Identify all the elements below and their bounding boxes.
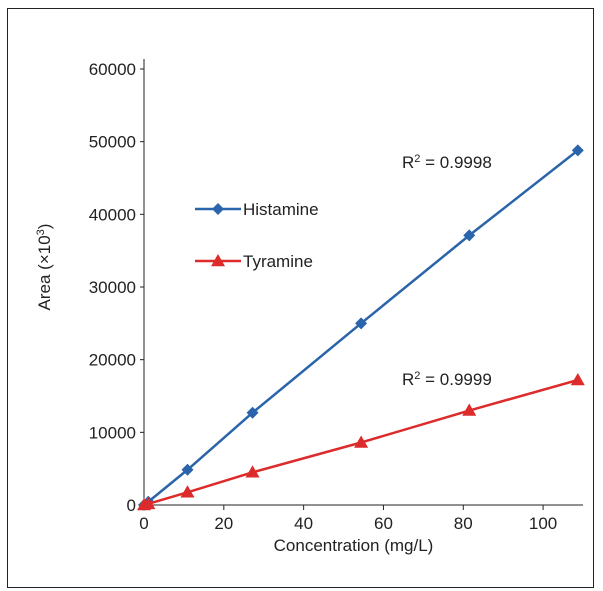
legend-label-histamine: Histamine — [243, 200, 319, 219]
data-point-tyramine — [462, 403, 477, 416]
data-point-tyramine — [141, 496, 156, 510]
chart-frame: 0 20 40 60 80 100 0 10000 20000 30000 40000 50000 60… — [7, 8, 594, 588]
x-tick-label: 20 — [214, 514, 233, 533]
y-tick-label: 50000 — [89, 133, 136, 152]
series-tyramine — [137, 373, 585, 511]
data-point-tyramine — [245, 465, 260, 478]
x-axis-title: Concentration (mg/L) — [274, 536, 434, 555]
legend: Histamine Tyramine — [195, 200, 319, 271]
x-tick-label: 80 — [454, 514, 473, 533]
data-point-tyramine — [354, 435, 369, 448]
y-axis-title: Area (×103) — [35, 224, 54, 311]
legend-marker-tyramine — [211, 254, 225, 267]
x-tick-label: 60 — [374, 514, 393, 533]
y-tick-label: 10000 — [89, 423, 136, 442]
x-tick-label: 0 — [139, 514, 148, 533]
data-point-histamine — [246, 406, 259, 419]
legend-marker-histamine — [212, 203, 224, 215]
data-point-histamine — [463, 229, 476, 242]
series-histamine — [138, 144, 584, 511]
r-squared-label: R2 = 0.9999 — [402, 370, 492, 389]
data-point-histamine — [355, 317, 368, 330]
y-tick-label: 20000 — [89, 351, 136, 370]
y-tick-label: 60000 — [89, 60, 136, 79]
x-tick-label: 40 — [294, 514, 313, 533]
y-tick-label: 40000 — [89, 205, 136, 224]
y-tick-label: 30000 — [89, 278, 136, 297]
data-point-histamine — [181, 463, 194, 476]
annotations: R2 = 0.9998 R2 = 0.9999 — [402, 153, 492, 389]
series-layer — [137, 144, 585, 511]
r-squared-label: R2 = 0.9998 — [402, 153, 492, 172]
x-tick-label: 100 — [529, 514, 557, 533]
data-point-tyramine — [180, 485, 195, 498]
axes: 0 20 40 60 80 100 0 10000 20000 30000 40000 50000 60… — [35, 59, 583, 555]
y-tick-label: 0 — [127, 496, 136, 515]
data-point-tyramine — [570, 373, 585, 386]
calibration-chart: 0 20 40 60 80 100 0 10000 20000 30000 40000 50000 60… — [35, 59, 585, 555]
legend-label-tyramine: Tyramine — [243, 252, 313, 271]
data-point-histamine — [571, 144, 584, 157]
